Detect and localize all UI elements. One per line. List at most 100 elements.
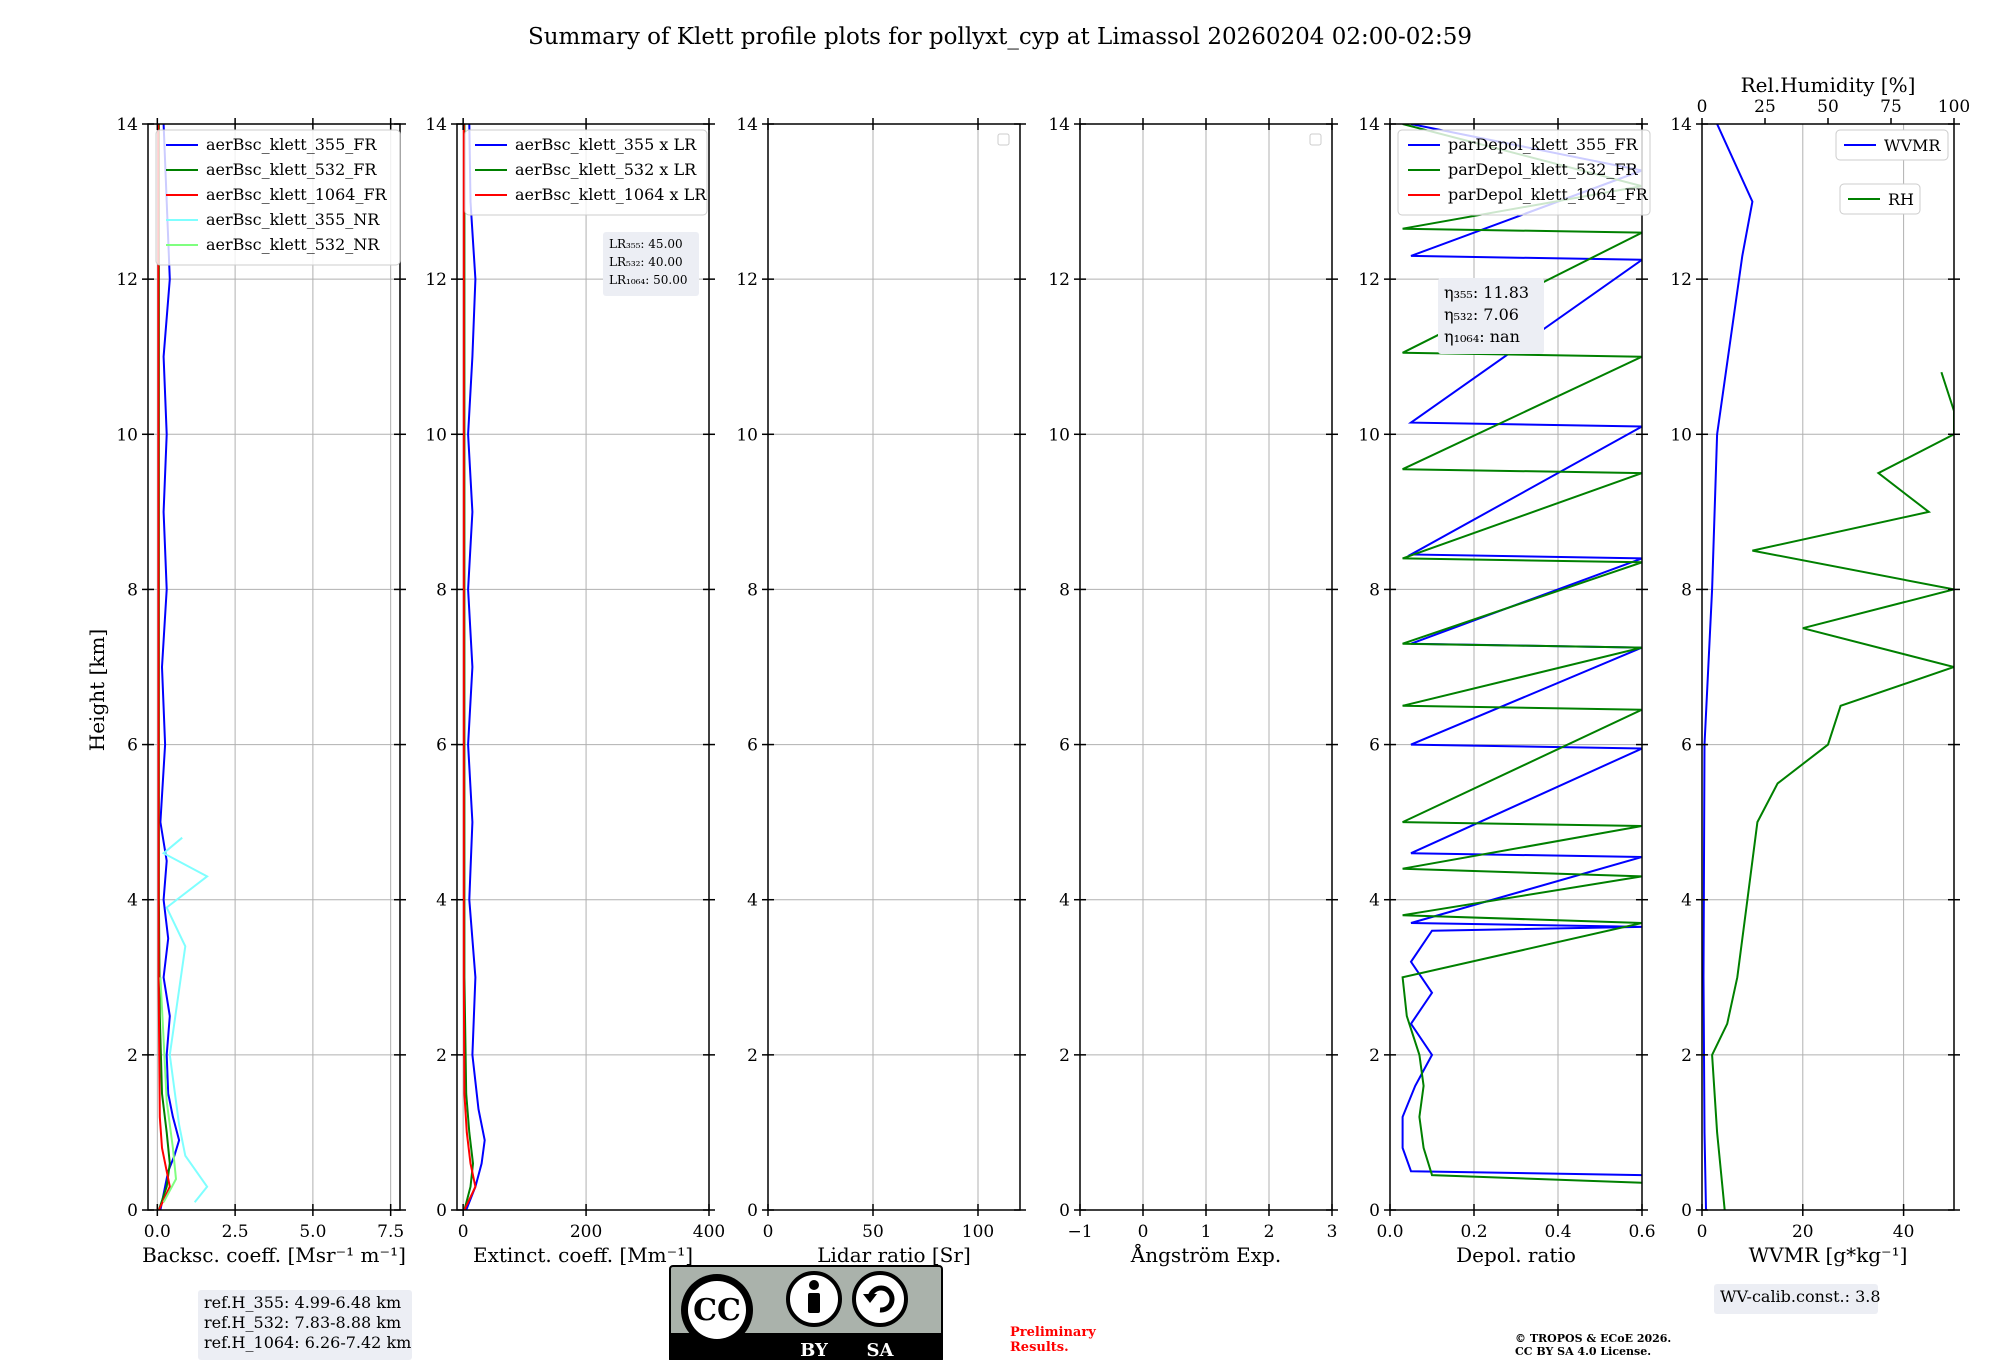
legend-entry: aerBsc_klett_532_NR bbox=[206, 235, 380, 254]
x-axis-label: Backsc. coeff. [Msr⁻¹ m⁻¹] bbox=[142, 1243, 406, 1267]
y-tick-label: 14 bbox=[425, 115, 447, 135]
legend-entry: aerBsc_klett_532 x LR bbox=[515, 160, 697, 179]
x-tick-label: 400 bbox=[693, 1222, 725, 1242]
y-tick-label: 4 bbox=[1681, 891, 1692, 911]
series-line-aerBsc_klett_355_NR bbox=[161, 836, 209, 1203]
y-tick-label: 4 bbox=[1369, 891, 1380, 911]
y-tick-label: 2 bbox=[1059, 1046, 1070, 1066]
x-axis-label: Depol. ratio bbox=[1456, 1243, 1576, 1267]
y-tick-label: 6 bbox=[1681, 736, 1692, 756]
by-person-body-icon bbox=[808, 1293, 820, 1313]
y-tick-label: 0 bbox=[127, 1201, 138, 1221]
x-tick-label: 2 bbox=[1264, 1222, 1275, 1242]
y-tick-label: 0 bbox=[1369, 1201, 1380, 1221]
y-tick-label: 8 bbox=[127, 580, 138, 600]
x-axis-label: Lidar ratio [Sr] bbox=[817, 1243, 971, 1267]
legend-entry: aerBsc_klett_355_NR bbox=[206, 210, 380, 229]
legend-box bbox=[464, 129, 708, 216]
x-tick-label: 0.0 bbox=[1376, 1222, 1403, 1242]
y-tick-label: 14 bbox=[1048, 115, 1070, 135]
x-tick-label: 0.6 bbox=[1628, 1222, 1655, 1242]
y-axis-label: Height [km] bbox=[85, 629, 109, 751]
copyright-line-2: CC BY SA 4.0 License. bbox=[1515, 1345, 1651, 1358]
y-tick-label: 10 bbox=[736, 425, 758, 445]
info-box-line: ref.H_532: 7.83-8.88 km bbox=[204, 1313, 401, 1332]
legend-entry: RH bbox=[1888, 190, 1914, 209]
x2-tick-label: 25 bbox=[1754, 97, 1776, 117]
y-tick-label: 6 bbox=[1059, 736, 1070, 756]
cc-text: CC bbox=[693, 1293, 741, 1328]
x-tick-label: 0 bbox=[1138, 1222, 1149, 1242]
info-box-line: η₃₅₅: 11.83 bbox=[1444, 283, 1529, 302]
series-line-WVMR bbox=[1702, 124, 1754, 1210]
empty-legend-icon bbox=[1309, 133, 1322, 146]
y-tick-label: 6 bbox=[747, 736, 758, 756]
plot-frame bbox=[767, 123, 1021, 1211]
x-tick-label: 40 bbox=[1893, 1222, 1915, 1242]
y-tick-label: 12 bbox=[116, 270, 138, 290]
x-tick-label: 0.0 bbox=[144, 1222, 171, 1242]
info-box-line: η₁₀₆₄: nan bbox=[1444, 327, 1520, 346]
legend-entry: aerBsc_klett_1064_FR bbox=[206, 185, 388, 204]
y-tick-label: 14 bbox=[1670, 115, 1692, 135]
x-tick-label: 3 bbox=[1327, 1222, 1338, 1242]
y-tick-label: 8 bbox=[436, 580, 447, 600]
y-tick-label: 10 bbox=[1670, 425, 1692, 445]
series-line-RH bbox=[1711, 371, 1954, 1210]
y-tick-label: 8 bbox=[1681, 580, 1692, 600]
x2-axis-label: Rel.Humidity [%] bbox=[1741, 73, 1916, 97]
sa-share-icon bbox=[852, 1271, 908, 1327]
legend-entry: aerBsc_klett_355_FR bbox=[206, 135, 377, 154]
y-tick-label: 0 bbox=[1059, 1201, 1070, 1221]
x-tick-label: 20 bbox=[1792, 1222, 1814, 1242]
x2-tick-label: 50 bbox=[1817, 97, 1839, 117]
info-box-line: η₅₃₂: 7.06 bbox=[1444, 305, 1519, 324]
x-axis-label: WVMR [g*kg⁻¹] bbox=[1749, 1243, 1908, 1267]
sa-share-arc-icon bbox=[867, 1285, 895, 1313]
series-line-aerBsc_klett_532_NR bbox=[159, 977, 178, 1203]
legend-entry: parDepol_klett_355_FR bbox=[1448, 135, 1639, 154]
sa-share-arrow-icon bbox=[863, 1294, 877, 1303]
y-tick-label: 14 bbox=[736, 115, 758, 135]
x-tick-label: 100 bbox=[962, 1222, 994, 1242]
x2-tick-label: 100 bbox=[1938, 97, 1970, 117]
info-box bbox=[1714, 1284, 1878, 1314]
by-person-head-icon bbox=[809, 1280, 819, 1290]
legend-box bbox=[1835, 129, 1949, 161]
x-tick-label: 2.5 bbox=[222, 1222, 249, 1242]
empty-legend-icon bbox=[997, 133, 1010, 146]
x-tick-label: 0 bbox=[1697, 1222, 1708, 1242]
info-box-line: LR₁₀₆₄: 50.00 bbox=[609, 273, 687, 287]
legend-entry: parDepol_klett_532_FR bbox=[1448, 160, 1639, 179]
preliminary-line-2: Results. bbox=[1010, 1340, 1069, 1355]
x-tick-label: 0.4 bbox=[1544, 1222, 1571, 1242]
y-tick-label: 2 bbox=[436, 1046, 447, 1066]
x2-tick-label: 75 bbox=[1880, 97, 1902, 117]
subplot-depol: 0 2 4 6 8 10 12 14 0.0 0.2 0.4 0.6 Depol. ratio parDe… bbox=[1358, 115, 1655, 1267]
x-tick-label: 0 bbox=[458, 1222, 469, 1242]
y-tick-label: 8 bbox=[1369, 580, 1380, 600]
y-tick-label: 4 bbox=[747, 891, 758, 911]
plot-frame bbox=[147, 123, 401, 1211]
y-tick-label: 2 bbox=[1369, 1046, 1380, 1066]
series-line-aerBsc_klett_1064_FR bbox=[157, 124, 171, 1210]
y-tick-label: 12 bbox=[1358, 270, 1380, 290]
plot-frame bbox=[1701, 123, 1955, 1211]
copyright-line-1: © TROPOS & ECoE 2026. bbox=[1515, 1332, 1671, 1345]
y-tick-label: 0 bbox=[436, 1201, 447, 1221]
y-tick-label: 4 bbox=[1059, 891, 1070, 911]
y-tick-label: 2 bbox=[1681, 1046, 1692, 1066]
y-tick-label: 6 bbox=[127, 736, 138, 756]
info-box bbox=[1438, 278, 1544, 354]
preliminary-line-1: Preliminary bbox=[1010, 1325, 1096, 1340]
by-text: BY bbox=[800, 1340, 829, 1360]
y-tick-label: 12 bbox=[1670, 270, 1692, 290]
y-tick-label: 4 bbox=[436, 891, 447, 911]
plot-frame bbox=[456, 123, 710, 1211]
